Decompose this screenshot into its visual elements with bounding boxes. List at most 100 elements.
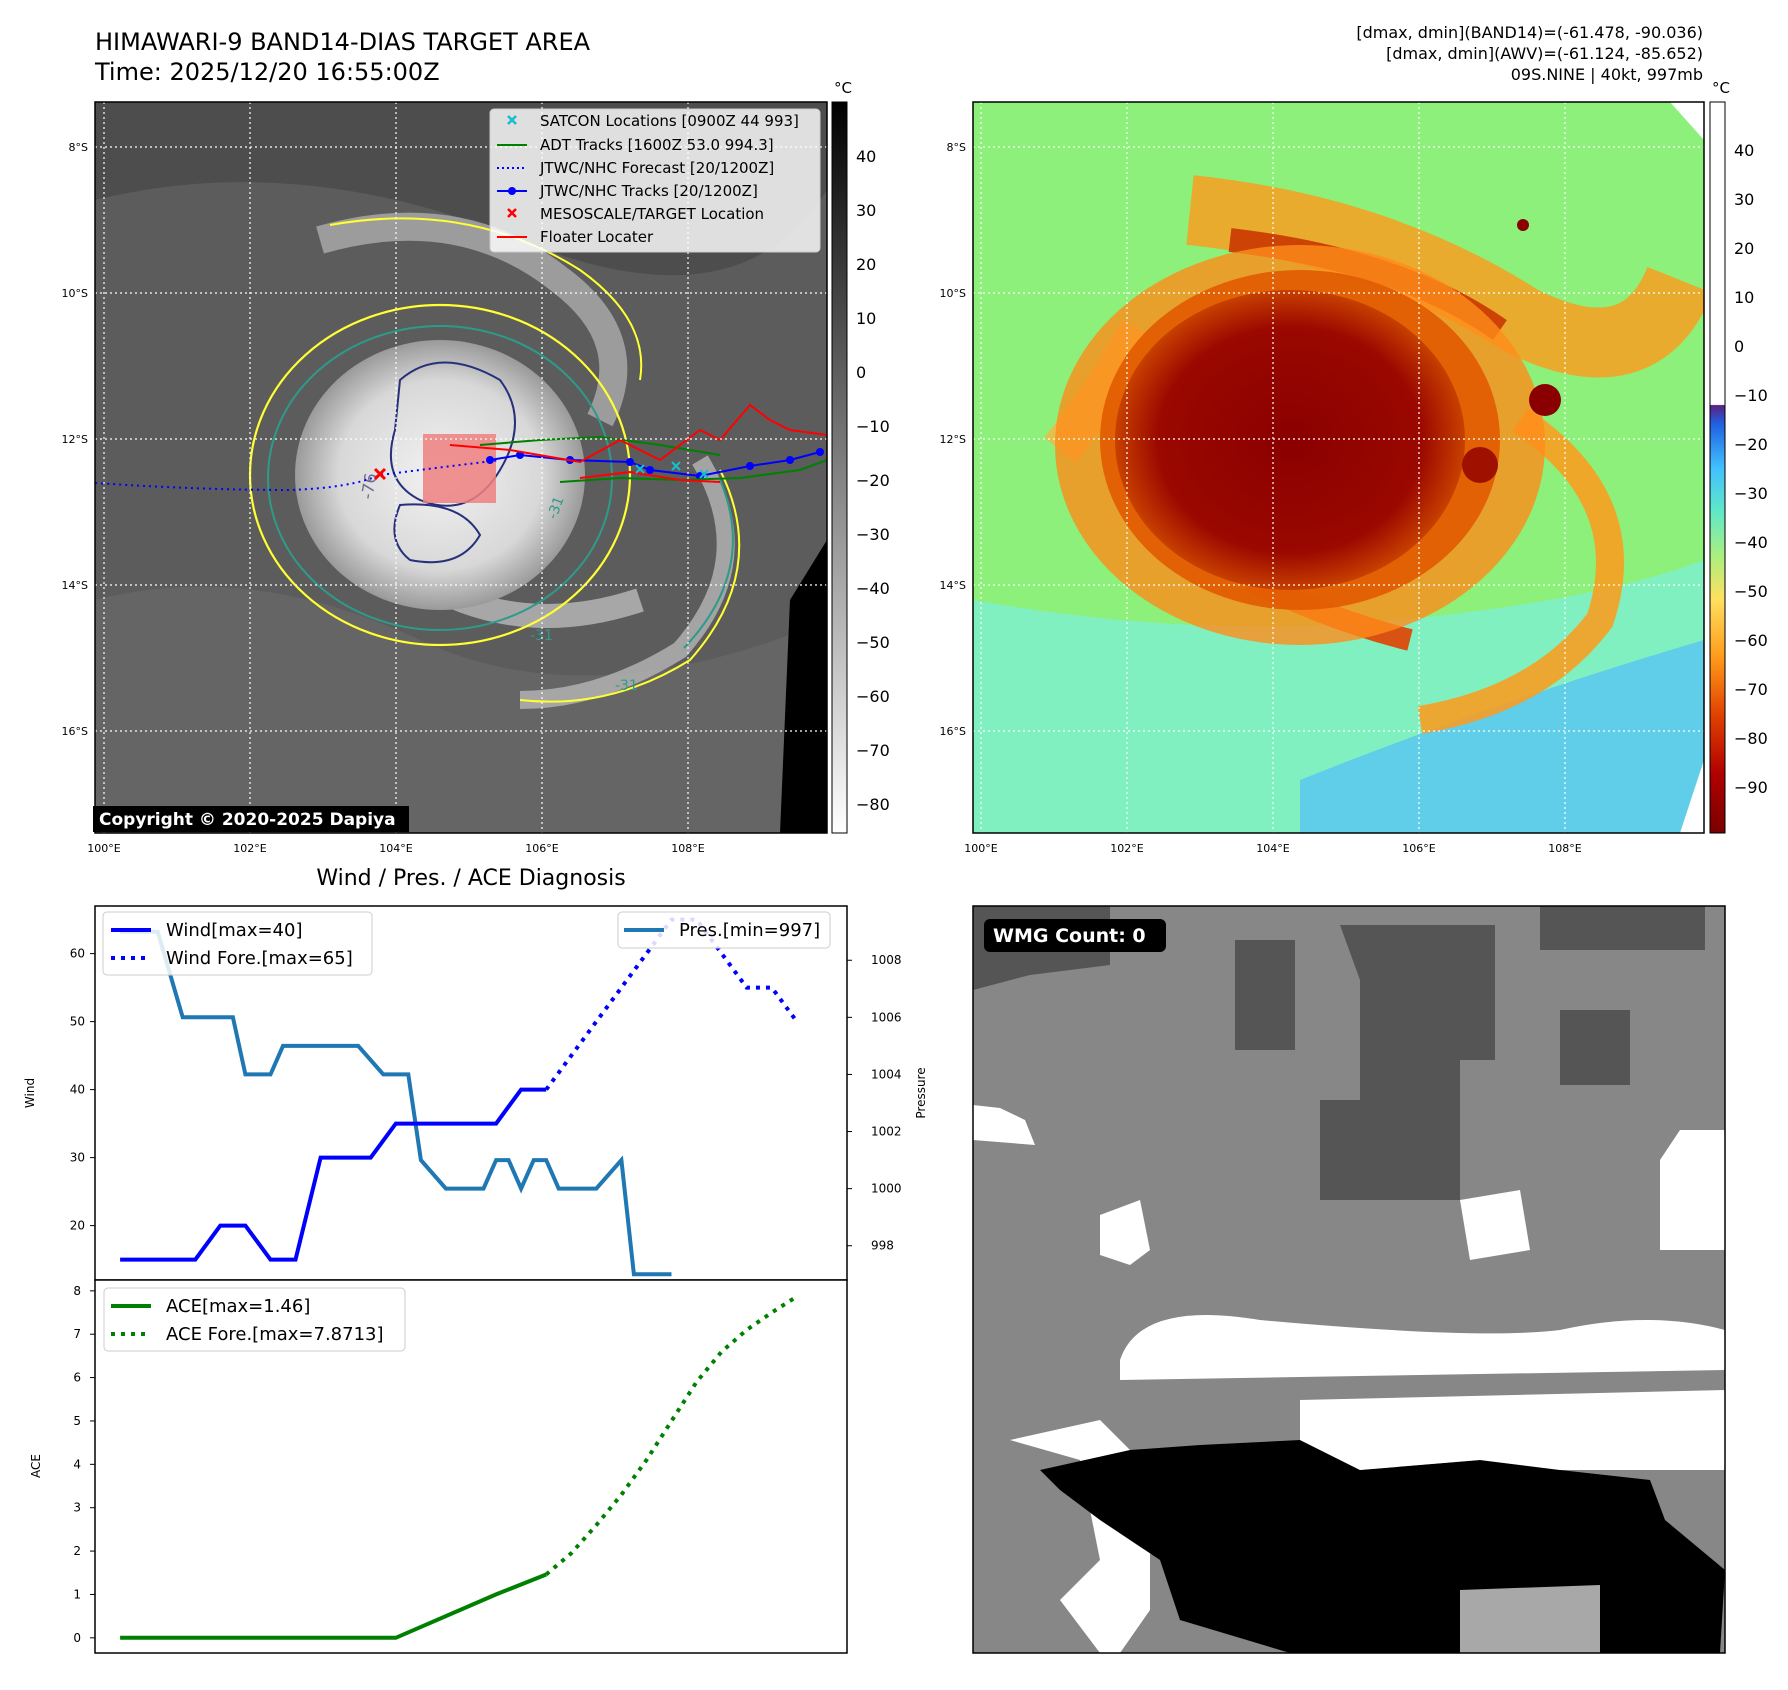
ir-map-panel: -76 -31 -31 -31 <box>62 79 890 855</box>
colorbar-tick: −80 <box>1734 729 1768 748</box>
mesoscale-target-marker <box>373 467 387 481</box>
legend-item: Pres.[min=997] <box>679 920 820 941</box>
colorbar-tick: −60 <box>1734 631 1768 650</box>
legend-item: ADT Tracks [1600Z 53.0 994.3] <box>540 136 774 154</box>
diagnosis-title: Wind / Pres. / ACE Diagnosis <box>316 866 625 891</box>
ir-colorbar-ticks: 40 30 20 10 0 −10 −20 −30 −40 −50 −60 −7… <box>856 147 890 814</box>
lat-label: 10°S <box>62 287 88 300</box>
copyright-text: Copyright © 2020-2025 Dapiya <box>99 810 396 830</box>
lat-label: 12°S <box>62 433 88 446</box>
wind-tick-label: 30 <box>70 1151 85 1165</box>
wmg-frame <box>972 905 1726 1654</box>
contour-label: -31 <box>615 678 638 694</box>
jtwc-track-points <box>486 448 824 480</box>
ace-tick-label: 7 <box>73 1327 81 1341</box>
colorbar-tick: −10 <box>1734 386 1768 405</box>
colorbar-tick: 20 <box>856 255 876 274</box>
lat-label: 10°S <box>940 287 966 300</box>
colorbar-tick: 40 <box>856 147 876 166</box>
pressure-ylabel: Pressure <box>914 1067 928 1118</box>
legend-item: SATCON Locations [0900Z 44 993] <box>540 112 799 130</box>
colorbar-tick: 30 <box>1734 190 1754 209</box>
colorbar-tick: −70 <box>856 741 890 760</box>
wind-ylabel: Wind <box>23 1078 37 1108</box>
awv-map-frame <box>972 101 1705 834</box>
lon-label: 106°E <box>1402 842 1435 855</box>
ace-legend: ACE[max=1.46] ACE Fore.[max=7.8713] <box>103 1287 406 1352</box>
pressure-y-ticks: 998 1000 1002 1004 1006 1008 <box>847 953 902 1253</box>
colorbar-tick: −40 <box>1734 533 1768 552</box>
legend-satcon-icon <box>507 115 517 125</box>
wmg-panel: WMG Count: 0 <box>972 905 1726 1654</box>
legend-mesoscale-icon <box>507 208 517 218</box>
awv-storm-core <box>1115 290 1465 590</box>
lon-label: 108°E <box>671 842 704 855</box>
ace-y-ticks: 0 1 2 3 4 5 6 7 8 <box>73 1284 95 1645</box>
contour-navy <box>389 361 516 507</box>
ace-series-line <box>120 1572 547 1640</box>
ace-ylabel: ACE <box>29 1454 43 1478</box>
wind-series-line <box>120 1087 547 1262</box>
stats-awv: [dmax, dmin](AWV)=(-61.124, -85.652) <box>1386 44 1703 63</box>
colorbar-tick: 0 <box>856 363 866 382</box>
pressure-tick-label: 1008 <box>871 953 902 967</box>
lon-label: 106°E <box>525 842 558 855</box>
awv-colorbar <box>1709 101 1726 834</box>
ir-colorbar-unit: °C <box>834 79 852 97</box>
ace-tick-label: 4 <box>73 1457 81 1471</box>
legend-item: ACE Fore.[max=7.8713] <box>166 1324 384 1345</box>
lon-label: 108°E <box>1548 842 1581 855</box>
colorbar-tick: −10 <box>856 417 890 436</box>
ace-tick-label: 8 <box>73 1284 81 1298</box>
awv-lat-labels: 8°S 10°S 12°S 14°S 16°S <box>940 141 966 738</box>
pressure-tick-label: 1002 <box>871 1125 902 1139</box>
awv-colorbar-ticks: 40 30 20 10 0 −10 −20 −30 −40 −50 −60 −7… <box>1734 141 1768 797</box>
colorbar-tick: −60 <box>856 687 890 706</box>
colorbar-tick: −20 <box>856 471 890 490</box>
lon-label: 102°E <box>1110 842 1143 855</box>
ace-tick-label: 2 <box>73 1544 81 1558</box>
wind-tick-label: 20 <box>70 1219 85 1233</box>
colorbar-tick: −20 <box>1734 435 1768 454</box>
colorbar-tick: −30 <box>856 525 890 544</box>
figure-time: Time: 2025/12/20 16:55:00Z <box>94 58 440 86</box>
awv-map-panel: 8°S 10°S 12°S 14°S 16°S 100°E 102°E 104°… <box>940 79 1768 855</box>
pressure-tick-label: 1004 <box>871 1067 902 1081</box>
lon-label: 100°E <box>87 842 120 855</box>
lat-label: 14°S <box>62 579 88 592</box>
ir-lat-labels: 8°S 10°S 12°S 14°S 16°S <box>62 141 88 738</box>
ace-tick-label: 6 <box>73 1371 81 1385</box>
ace-tick-label: 3 <box>73 1501 81 1515</box>
ir-legend: SATCON Locations [0900Z 44 993] ADT Trac… <box>489 108 821 253</box>
contour-label: -31 <box>530 628 553 644</box>
pressure-series-line <box>120 929 672 1277</box>
legend-item: Floater Locater <box>540 228 654 246</box>
colorbar-tick: 0 <box>1734 337 1744 356</box>
lat-label: 14°S <box>940 579 966 592</box>
colorbar-tick: −80 <box>856 795 890 814</box>
pressure-legend: Pres.[min=997] <box>617 911 831 949</box>
lat-label: 12°S <box>940 433 966 446</box>
ir-colorbar <box>831 101 848 834</box>
wind-y-ticks: 20 30 40 50 60 <box>70 947 95 1233</box>
pressure-tick-label: 1000 <box>871 1182 902 1196</box>
ace-axes: 0 1 2 3 4 5 6 7 8 ACE ACE[max=1.46] ACE Fore.[ma… <box>29 1279 848 1654</box>
legend-item: ACE[max=1.46] <box>166 1296 310 1317</box>
colorbar-tick: −50 <box>1734 582 1768 601</box>
contour-yellow <box>248 303 632 647</box>
copyright-bg <box>93 806 409 832</box>
figure-title: HIMAWARI-9 BAND14-DIAS TARGET AREA <box>95 28 591 56</box>
awv-colorbar-unit: °C <box>1712 79 1730 97</box>
lat-label: 16°S <box>62 725 88 738</box>
wmg-badge-bg <box>984 919 1166 952</box>
lon-label: 100°E <box>964 842 997 855</box>
colorbar-tick: 10 <box>1734 288 1754 307</box>
legend-item: MESOSCALE/TARGET Location <box>540 205 764 223</box>
lat-label: 8°S <box>947 141 966 154</box>
pressure-tick-label: 1006 <box>871 1010 902 1024</box>
awv-lon-labels: 100°E 102°E 104°E 106°E 108°E <box>964 842 1581 855</box>
colorbar-tick: −30 <box>1734 484 1768 503</box>
contour-label: -76 <box>357 472 380 501</box>
satcon-markers <box>635 461 709 479</box>
